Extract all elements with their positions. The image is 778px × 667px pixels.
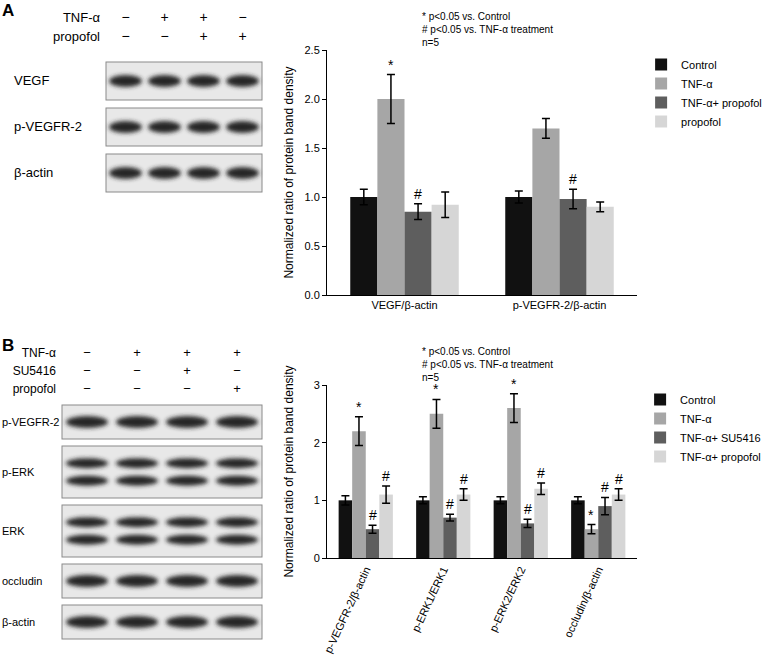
- svg-text:TNF-α+ SU5416: TNF-α+ SU5416: [680, 432, 761, 444]
- svg-text:β-actin: β-actin: [2, 616, 35, 628]
- svg-text:1.5: 1.5: [305, 142, 320, 154]
- svg-text:2: 2: [314, 437, 320, 449]
- svg-text:+: +: [160, 9, 168, 25]
- svg-text:1: 1: [314, 494, 320, 506]
- svg-text:ERK: ERK: [2, 525, 25, 537]
- svg-text:+: +: [233, 381, 241, 396]
- svg-text:TNF-α: TNF-α: [680, 413, 712, 425]
- svg-text:#: #: [537, 465, 545, 481]
- svg-text:−: −: [233, 363, 241, 378]
- svg-text:1.0: 1.0: [305, 191, 320, 203]
- svg-text:−: −: [83, 345, 91, 360]
- svg-text:TNF-α: TNF-α: [22, 346, 56, 360]
- svg-text:*: *: [356, 399, 362, 415]
- svg-text:p-VEGFR-2: p-VEGFR-2: [14, 119, 82, 134]
- svg-text:#: #: [524, 501, 532, 517]
- svg-text:propofol: propofol: [13, 382, 56, 396]
- svg-text:SU5416: SU5416: [13, 364, 57, 378]
- svg-text:p-ERK1/ERK1: p-ERK1/ERK1: [409, 565, 450, 634]
- svg-text:−: −: [133, 363, 141, 378]
- svg-text:#: #: [601, 479, 609, 495]
- svg-text:TNF-α+ propofol: TNF-α+ propofol: [681, 97, 762, 109]
- svg-text:TNF-α+ propofol: TNF-α+ propofol: [680, 451, 761, 463]
- svg-text:2.5: 2.5: [305, 44, 320, 56]
- svg-text:#: #: [446, 496, 454, 512]
- svg-text:−: −: [238, 9, 246, 25]
- svg-text:Normalized ratio of protein ba: Normalized ratio of protein band density: [282, 365, 296, 577]
- svg-text:propofol: propofol: [681, 116, 721, 128]
- svg-text:A: A: [2, 1, 14, 20]
- svg-text:*: *: [511, 376, 517, 392]
- svg-text:*: *: [588, 507, 594, 523]
- svg-text:*: *: [433, 381, 439, 397]
- svg-text:+: +: [199, 28, 207, 44]
- svg-text:−: −: [160, 28, 168, 44]
- svg-text:0.0: 0.0: [305, 289, 320, 301]
- svg-text:Control: Control: [680, 394, 715, 406]
- svg-text:propofol: propofol: [53, 29, 100, 44]
- svg-text:#: #: [414, 186, 422, 202]
- svg-text:p-VEGFR-2: p-VEGFR-2: [2, 416, 59, 428]
- svg-text:p-ERK: p-ERK: [2, 466, 35, 478]
- svg-text:#: #: [460, 471, 468, 487]
- svg-text:+: +: [133, 345, 141, 360]
- svg-text:* p<0.05 vs. Control# p<0.05 v: * p<0.05 vs. Control# p<0.05 vs. TNF-α t…: [422, 346, 553, 383]
- svg-text:#: #: [615, 471, 623, 487]
- svg-text:#: #: [369, 507, 377, 523]
- svg-text:3: 3: [314, 379, 320, 391]
- svg-text:p-ERK2/ERK2: p-ERK2/ERK2: [487, 565, 528, 634]
- svg-text:occludin/β-actin: occludin/β-actin: [562, 565, 605, 640]
- svg-text:B: B: [2, 336, 14, 355]
- svg-text:#: #: [382, 468, 390, 484]
- svg-text:occludin: occludin: [2, 575, 42, 587]
- svg-text:VEGF/β-actin: VEGF/β-actin: [371, 299, 437, 311]
- svg-text:*: *: [388, 57, 394, 73]
- svg-text:−: −: [133, 381, 141, 396]
- svg-text:p-VEGFR-2/β-actin: p-VEGFR-2/β-actin: [513, 299, 607, 311]
- svg-text:+: +: [183, 363, 191, 378]
- svg-text:p-VEGFR-2/β-actin: p-VEGFR-2/β-actin: [322, 565, 372, 655]
- svg-text:+: +: [238, 28, 246, 44]
- svg-text:Normalized ratio of protein ba: Normalized ratio of protein band density: [282, 66, 296, 278]
- svg-text:VEGF: VEGF: [14, 73, 49, 88]
- svg-text:+: +: [233, 345, 241, 360]
- svg-text:#: #: [569, 171, 577, 187]
- svg-text:−: −: [121, 9, 129, 25]
- svg-text:−: −: [121, 28, 129, 44]
- svg-text:−: −: [183, 381, 191, 396]
- svg-text:Control: Control: [681, 59, 716, 71]
- svg-text:2.0: 2.0: [305, 93, 320, 105]
- svg-text:0.5: 0.5: [305, 240, 320, 252]
- svg-text:−: −: [83, 363, 91, 378]
- svg-text:β-actin: β-actin: [14, 165, 53, 180]
- svg-text:0: 0: [314, 552, 320, 564]
- svg-text:TNF-α: TNF-α: [681, 78, 713, 90]
- svg-text:−: −: [83, 381, 91, 396]
- svg-text:+: +: [183, 345, 191, 360]
- svg-text:* p<0.05 vs. Control# p<0.05 v: * p<0.05 vs. Control# p<0.05 vs. TNF-α t…: [422, 11, 553, 48]
- svg-text:+: +: [199, 9, 207, 25]
- svg-text:TNF-α: TNF-α: [63, 10, 101, 25]
